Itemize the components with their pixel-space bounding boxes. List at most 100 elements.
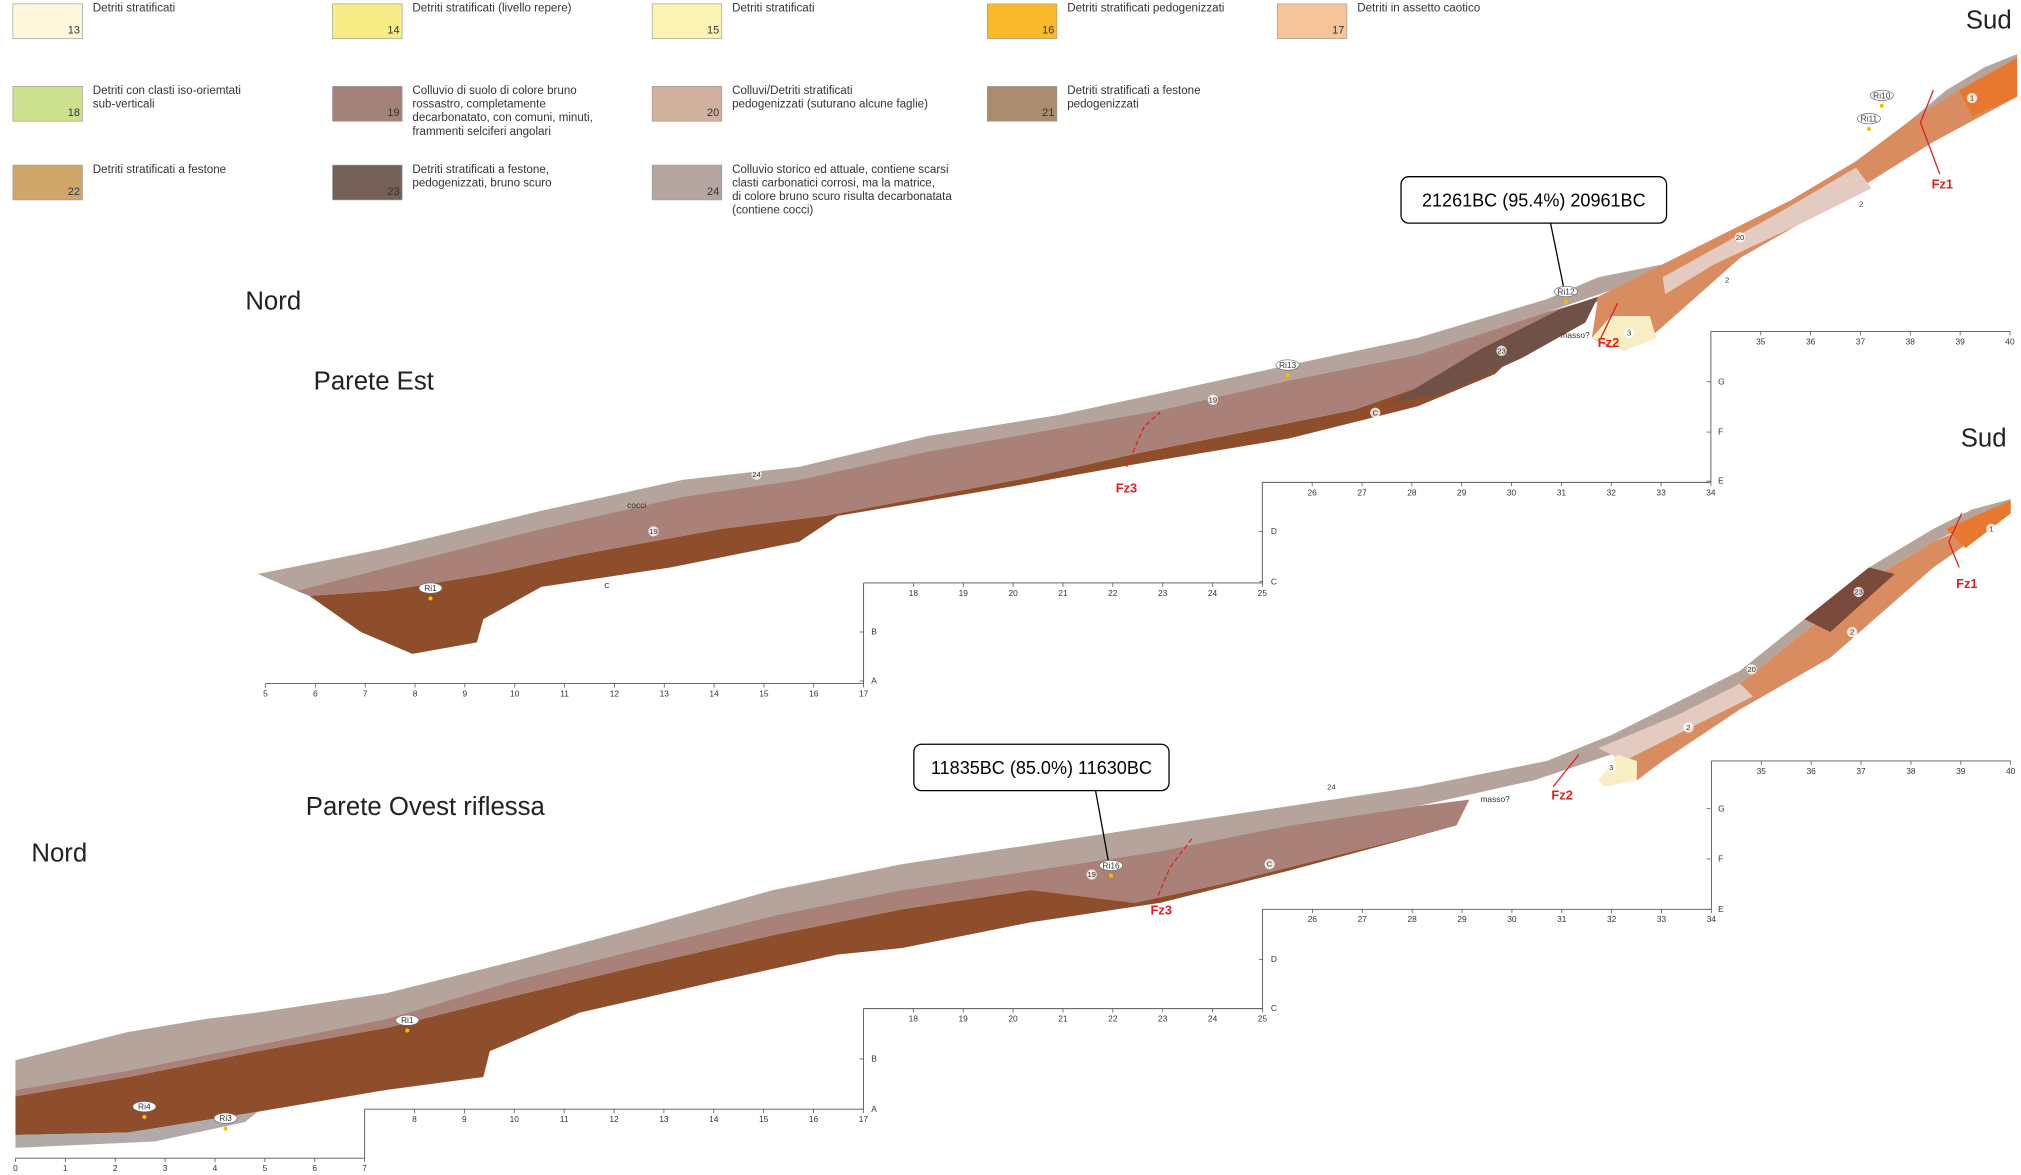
- unit-label: 23: [1497, 346, 1506, 355]
- axis-tick-label: 39: [1955, 336, 1965, 346]
- legend-swatch: [986, 3, 1058, 40]
- legend-number: 23: [387, 186, 399, 198]
- south-label: Sud: [1961, 424, 2007, 452]
- unit-label: 2: [1725, 275, 1729, 284]
- axis-letter: A: [871, 676, 877, 686]
- axis-tick-label: 5: [263, 1163, 268, 1173]
- sample-label: Ri13: [1279, 360, 1297, 370]
- legend-text: clasti carbonatici corrosi, ma la matric…: [732, 176, 935, 189]
- axis-tick-label: 23: [1158, 1014, 1168, 1024]
- axis-tick-label: 4: [213, 1163, 218, 1173]
- axis-tick-label: 34: [1707, 914, 1717, 924]
- sample-label: Ri3: [219, 1113, 232, 1123]
- axis-tick-label: 28: [1407, 914, 1417, 924]
- sample-point: [223, 1126, 228, 1131]
- unit-marker: [1264, 859, 1275, 870]
- sample-label: Ri4: [138, 1102, 151, 1112]
- legend-number: 13: [68, 25, 80, 37]
- sample-marker: [1856, 113, 1881, 125]
- axis-tick-label: 2: [113, 1163, 118, 1173]
- unit-label: C: [1372, 408, 1378, 417]
- axis-tick-label: 27: [1357, 487, 1367, 497]
- axis-tick-label: 1: [63, 1163, 68, 1173]
- unit-label: 3: [1627, 328, 1631, 337]
- unit-marker: [1846, 626, 1858, 638]
- sample-marker: [1869, 89, 1894, 101]
- sample-point: [405, 1028, 410, 1033]
- axis-tick-label: 29: [1457, 914, 1467, 924]
- layer-24: [257, 54, 2018, 591]
- legend-number: 16: [1042, 25, 1054, 37]
- axis-tick-label: 36: [1807, 766, 1817, 776]
- sample-marker: [395, 1014, 420, 1026]
- section-east: [257, 54, 2018, 654]
- legend-number: 18: [68, 107, 80, 119]
- legend-number: 17: [1332, 25, 1344, 37]
- axis-tick-label: 17: [859, 1114, 869, 1124]
- fault-label: Fz2: [1598, 335, 1619, 350]
- legend-swatch: [332, 3, 403, 40]
- date-box: [1400, 176, 1668, 224]
- axis-tick-label: 15: [759, 688, 769, 698]
- sample-marker: [418, 582, 443, 594]
- legend-swatch: [986, 86, 1058, 122]
- legend-text: sub-verticali: [93, 98, 155, 111]
- legend-text: Detriti stratificati (livello repere): [412, 2, 571, 15]
- legend-text: Detriti stratificati: [732, 2, 814, 15]
- axis-letter: B: [871, 1053, 877, 1063]
- date-pointer: [1549, 223, 1565, 287]
- axis-tick-label: 27: [1358, 914, 1368, 924]
- legend-text: (contiene cocci): [732, 203, 813, 216]
- legend-text: frammenti selciferi angolari: [412, 125, 550, 138]
- unit-marker: [1856, 198, 1867, 209]
- axis-tick-label: 25: [1258, 1014, 1268, 1024]
- axis-tick-label: 32: [1607, 914, 1617, 924]
- date-label: 21261BC (95.4%) 20961BC: [1422, 190, 1646, 210]
- axis-tick-label: 6: [312, 1163, 317, 1173]
- section-west: [15, 499, 2011, 1148]
- axis-tick-label: 11: [560, 688, 569, 698]
- axis-tick-label: 34: [1706, 487, 1716, 497]
- unit-label: 19: [1087, 870, 1096, 879]
- axis-tick-label: 18: [909, 588, 919, 598]
- axis-tick-label: 24: [1208, 1014, 1218, 1024]
- sample-point: [1866, 126, 1871, 132]
- axis-tick-label: 12: [609, 1114, 619, 1124]
- unit-label: 2: [1686, 723, 1690, 732]
- layer-3: [1598, 754, 1637, 787]
- axis-tick-label: 29: [1457, 487, 1467, 497]
- legend-text: rossastro, completamente: [412, 98, 545, 111]
- axis-tick-label: 22: [1108, 588, 1118, 598]
- axis-tick-label: 33: [1657, 914, 1667, 924]
- unit-marker: [1721, 274, 1733, 286]
- unit-marker: [1986, 523, 1997, 534]
- legend-text: pedogenizzati (suturano alcune faglie): [732, 98, 928, 111]
- axis-tick-label: 35: [1756, 336, 1766, 346]
- sample-point: [1563, 299, 1569, 304]
- axis-letter: A: [871, 1104, 877, 1114]
- fault-line: [1125, 412, 1161, 468]
- fault-line: [1154, 837, 1193, 904]
- axis-tick-label: 21: [1058, 588, 1068, 598]
- axis-tick-label: 31: [1557, 487, 1567, 497]
- axis-letter: F: [1718, 427, 1723, 437]
- layer-20: [1598, 683, 1753, 761]
- legend-text: Colluvio storico ed attuale, contiene sc…: [732, 163, 948, 176]
- legend-text: di colore bruno scuro risulta decarbonat…: [732, 190, 952, 203]
- axis-tick-label: 31: [1557, 914, 1567, 924]
- axis-tick-label: 9: [462, 1114, 467, 1124]
- unit-marker: [1966, 92, 1978, 104]
- sample-point: [1108, 873, 1114, 878]
- sample-marker: [132, 1101, 157, 1113]
- layer-20: [1662, 167, 1872, 295]
- unit-marker: [1605, 762, 1617, 773]
- unit-label: 2: [1859, 199, 1863, 208]
- sample-marker: [1275, 359, 1300, 371]
- unit-label: 24: [1327, 782, 1336, 791]
- axis-tick-label: 15: [759, 1114, 769, 1124]
- axis-tick-label: 22: [1108, 1014, 1118, 1024]
- fault-label: Fz3: [1151, 902, 1172, 917]
- layer-3: [1591, 315, 1657, 351]
- sample-label: Ri12: [1557, 286, 1575, 296]
